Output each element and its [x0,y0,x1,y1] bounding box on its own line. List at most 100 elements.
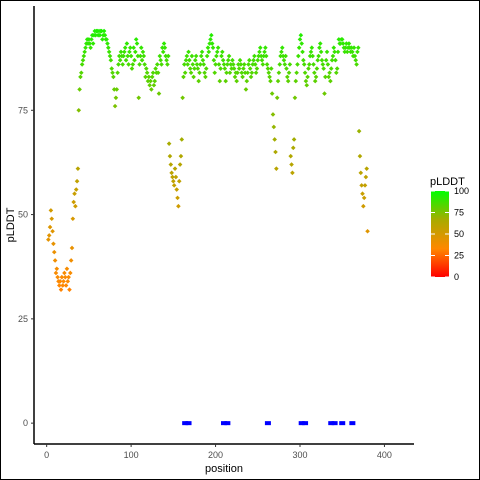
segment-marker [298,421,305,426]
data-point [117,57,123,63]
y-ticks: 0 25 50 75 [18,105,34,428]
data-point [176,203,181,209]
data-point [225,57,231,63]
data-point [183,57,189,63]
data-point [311,62,316,67]
data-point [120,62,125,67]
data-point [222,66,228,71]
data-point [78,74,83,80]
data-point [234,78,239,84]
data-point [350,49,355,55]
data-point [156,91,162,96]
data-point [137,62,142,67]
x-tick-label: 0 [44,450,49,460]
data-point [155,70,161,76]
data-point [270,112,276,117]
segment-marker [224,421,231,426]
x-ticks: 0 100 200 300 400 [44,444,392,460]
data-point [212,70,218,76]
data-point [252,62,258,67]
data-point [106,49,112,55]
data-point [198,53,204,59]
data-point [145,78,151,84]
data-point [209,32,214,38]
data-point [312,70,317,76]
data-point [54,266,60,272]
data-point [107,53,113,59]
data-point [360,191,365,197]
data-point [213,62,218,67]
data-point [73,203,78,209]
data-point [287,62,293,67]
data-point [317,45,322,51]
data-point [263,45,268,51]
data-point [362,183,368,188]
data-point [60,283,66,288]
data-point [64,266,70,272]
data-point [180,95,185,101]
data-point [317,41,323,46]
data-point [210,45,216,51]
data-point [346,41,352,46]
data-point [284,66,289,71]
data-point [101,28,107,34]
data-point [144,66,149,71]
data-point [238,62,244,67]
data-point [109,66,114,71]
legend-tick-label: 75 [454,208,464,218]
data-point [262,49,267,55]
data-point [203,66,209,71]
data-point [363,174,369,180]
data-point [82,49,87,55]
data-point [162,45,168,51]
data-point [321,66,326,71]
data-point [150,70,156,76]
data-point [304,82,310,88]
data-point [83,45,88,51]
x-tick-label: 100 [124,450,139,460]
data-point [149,87,154,92]
data-point [216,62,222,67]
data-point [344,41,349,46]
data-point [312,78,318,84]
data-point [154,62,160,67]
data-point [361,203,366,209]
data-point [225,62,230,67]
data-point [131,45,136,51]
data-point [313,74,319,80]
data-point [226,53,232,59]
data-point [349,45,354,51]
segment-marker [182,421,189,426]
data-point [296,45,302,51]
data-point [152,78,158,84]
data-point [100,37,105,42]
data-point [272,137,277,142]
data-point [353,57,359,63]
data-point [263,53,269,59]
data-point [274,166,279,171]
data-point [328,78,333,84]
data-point [87,41,93,46]
data-point [113,95,119,101]
data-point [192,66,197,71]
data-point [163,53,169,59]
data-point [224,70,229,76]
data-point [46,233,52,238]
data-point [191,74,196,80]
data-point [306,62,312,67]
data-point [49,216,55,222]
data-point [128,53,134,59]
data-point [291,137,297,142]
data-point [266,70,272,76]
data-point [97,32,103,38]
data-point [307,53,313,59]
data-point [187,66,193,71]
data-point [247,57,252,63]
data-point [268,66,274,71]
data-point [323,57,329,63]
data-point [248,74,254,80]
data-point [174,187,180,192]
data-point [55,274,60,280]
data-point [281,57,287,63]
data-point [201,62,207,67]
